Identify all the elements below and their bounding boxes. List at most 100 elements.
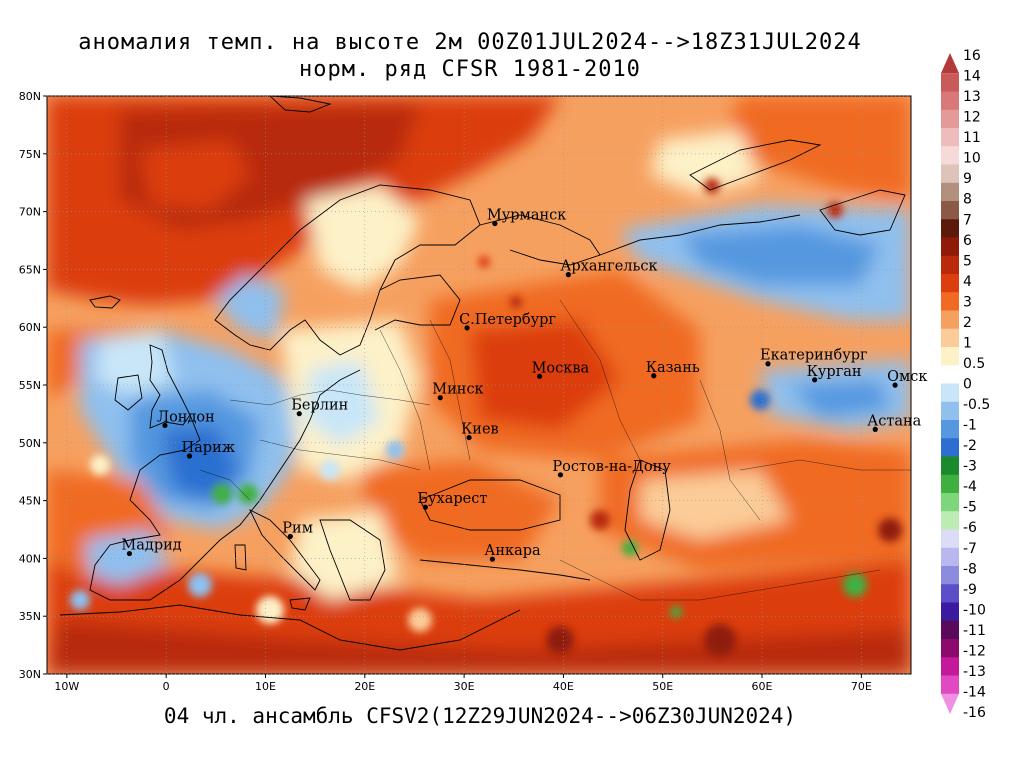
city-dot — [565, 272, 571, 278]
colorbar-label: 11 — [963, 130, 981, 146]
city-dot — [872, 426, 878, 432]
colorbar-label: 2 — [963, 315, 972, 331]
colorbar-label: -7 — [963, 541, 977, 557]
lon-tick-label: 40E — [553, 680, 574, 693]
city-label: Киев — [461, 422, 499, 438]
lon-tick-label: 10W — [54, 680, 79, 693]
colorbar-swatch — [941, 347, 959, 366]
city-dot — [489, 556, 496, 562]
city-label: Париж — [182, 440, 236, 456]
city-label: Екатеринбург — [760, 348, 868, 364]
colorbar-label: -0.5 — [963, 397, 990, 413]
city-label: Москва — [532, 360, 590, 376]
lat-tick-label: 30N — [19, 668, 41, 681]
city-dot — [812, 377, 818, 383]
colorbar-label: -12 — [963, 643, 986, 659]
colorbar-label: 0 — [963, 377, 972, 393]
colorbar-label: -16 — [963, 705, 986, 721]
colorbar-label: 3 — [963, 294, 972, 310]
colorbar-swatch — [941, 657, 959, 676]
colorbar-swatch — [941, 146, 959, 165]
city-dot — [296, 411, 302, 417]
colorbar-swatch — [941, 182, 959, 202]
colorbar-swatch — [941, 639, 959, 658]
colorbar-swatch — [941, 164, 959, 184]
lon-tick-label: 20E — [354, 680, 375, 693]
colorbar-label: -3 — [963, 459, 977, 475]
lon-tick-label: 0 — [163, 680, 170, 693]
city-dot — [651, 373, 657, 379]
lat-tick-label: 55N — [19, 379, 41, 392]
lon-tick-label: 60E — [752, 680, 773, 693]
city-label: Берлин — [291, 398, 348, 414]
colorbar-label: 0.5 — [963, 356, 985, 372]
city-dot — [437, 395, 443, 401]
colorbar-arrow-bottom — [941, 693, 959, 714]
colorbar-label: 5 — [963, 253, 972, 269]
colorbar-swatch — [941, 255, 959, 275]
city-label: Омск — [887, 369, 927, 385]
city-dot — [162, 422, 168, 429]
city-label: Лондон — [157, 409, 215, 425]
lon-tick-label: 70E — [851, 680, 872, 693]
colorbar-label: -14 — [963, 684, 986, 700]
lat-tick-label: 65N — [19, 263, 41, 276]
city-dot — [287, 533, 293, 540]
colorbar-label: -5 — [963, 500, 977, 516]
lat-tick-label: 50N — [19, 437, 41, 450]
city-dot — [186, 453, 193, 459]
colorbar-label: 7 — [963, 212, 972, 228]
colorbar-label: -4 — [963, 479, 977, 495]
lon-tick-label: 10E — [255, 680, 276, 693]
colorbar-label: 9 — [963, 171, 972, 187]
colorbar-label: -8 — [963, 561, 977, 577]
field-patches — [47, 96, 911, 674]
colorbar-swatch — [941, 474, 959, 494]
city-dot — [892, 382, 898, 388]
colorbar-label: 1 — [963, 335, 972, 351]
colorbar-label: 12 — [963, 110, 981, 126]
lat-tick-label: 40N — [19, 552, 41, 565]
colorbar-swatch — [941, 675, 959, 695]
city-label: Астана — [867, 413, 921, 429]
colorbar-swatch — [941, 201, 959, 220]
colorbar-swatch — [941, 420, 959, 439]
colorbar-swatch — [941, 91, 959, 111]
colorbar-label: 13 — [963, 89, 981, 105]
colorbar-swatch — [941, 237, 959, 257]
colorbar-swatches — [941, 53, 959, 714]
latitude-tick-labels: 80N 75N 70N 65N 60N 55N 50N 45N 40N 35N 30N — [19, 90, 41, 681]
colorbar-swatch — [941, 602, 959, 622]
colorbar-swatch — [941, 493, 959, 512]
colorbar-swatch — [941, 274, 959, 293]
colorbar-swatch — [941, 584, 959, 603]
colorbar-swatch — [941, 547, 959, 567]
coastlines — [59, 96, 906, 651]
colorbar-labels: 16 14 13 12 11 10 9 8 7 6 5 4 3 2 1 0.5 0 -0.5 -1 -2 -3 -4 -5 -… — [963, 48, 990, 721]
colorbar-swatch — [941, 620, 959, 640]
lat-tick-label: 60N — [19, 321, 41, 334]
lat-tick-label: 35N — [19, 610, 41, 623]
colorbar-swatch — [941, 566, 959, 585]
city-dot — [765, 361, 771, 367]
lon-tick-label: 30E — [454, 680, 475, 693]
ensemble-footer: 04 чл. ансамбль CFSV2(12Z29JUN2024-->06Z… — [163, 704, 797, 728]
city-label: Курган — [807, 364, 862, 380]
colorbar-label: -6 — [963, 520, 977, 536]
colorbar-swatch — [941, 365, 959, 384]
colorbar-label: 4 — [963, 274, 972, 290]
lon-tick-label: 50E — [652, 680, 673, 693]
colorbar-swatch — [941, 292, 959, 311]
city-dot — [492, 220, 498, 227]
map-title-line-1: аномалия темп. на высоте 2м 00Z01JUL2024… — [78, 30, 862, 55]
colorbar-swatch — [941, 128, 959, 147]
colorbar-label: -1 — [963, 418, 977, 434]
lat-tick-label: 75N — [19, 148, 41, 161]
city-label: Ростов-на-Дону — [552, 459, 671, 475]
city-dot — [466, 434, 472, 441]
city-label: Минск — [432, 382, 483, 398]
country-borders — [199, 299, 911, 601]
colorbar-swatch — [941, 511, 959, 530]
